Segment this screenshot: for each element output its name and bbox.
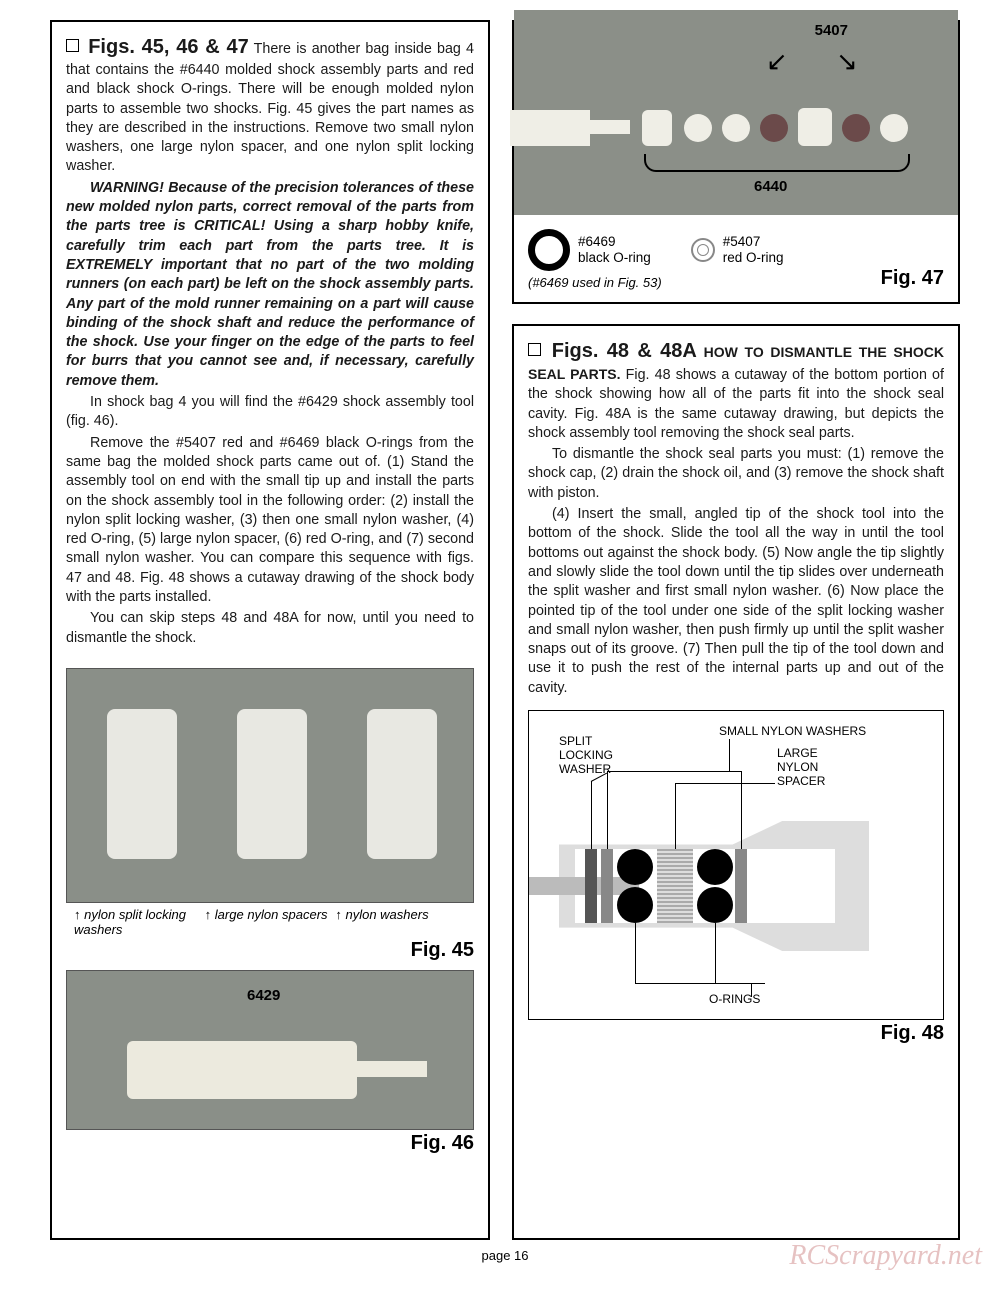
black-oring-txt: black O-ring bbox=[578, 250, 651, 266]
fig45-cap2: large nylon spacers bbox=[205, 907, 336, 937]
fig47-note: (#6469 used in Fig. 53) bbox=[528, 275, 881, 290]
fig45-cap1: nylon split locking washers bbox=[74, 907, 205, 937]
fig47-legend: #6469 black O-ring #5407 red O-ring bbox=[528, 229, 881, 271]
left-warning: WARNING! Because of the precision tolera… bbox=[66, 179, 474, 391]
right-heading: Figs. 48 & 48A bbox=[552, 340, 697, 362]
right-p3: (4) Insert the small, angled tip of the … bbox=[528, 505, 944, 698]
left-p4: You can skip steps 48 and 48A for now, u… bbox=[66, 609, 474, 648]
left-text-block: Figs. 45, 46 & 47 There is another bag i… bbox=[66, 34, 474, 650]
fig45-label: Fig. 45 bbox=[66, 939, 474, 962]
black-oring-icon bbox=[528, 229, 570, 271]
left-heading: Figs. 45, 46 & 47 bbox=[88, 36, 249, 58]
left-p3: Remove the #5407 red and #6469 black O-r… bbox=[66, 434, 474, 608]
fig47-photo: 5407 ↙ ↘ 6440 bbox=[514, 10, 958, 215]
checkbox-icon bbox=[528, 343, 541, 356]
fig45-captions: nylon split locking washers large nylon … bbox=[66, 907, 474, 937]
checkbox-icon bbox=[66, 39, 79, 52]
d48-large-label: LARGE NYLON SPACER bbox=[777, 747, 847, 788]
black-oring-num: #6469 bbox=[578, 234, 651, 250]
left-p2: In shock bag 4 you will find the #6429 s… bbox=[66, 393, 474, 432]
d48-orings-label: O-RINGS bbox=[709, 993, 760, 1007]
watermark: RCScrapyard.net bbox=[789, 1240, 982, 1272]
fig45-photo bbox=[66, 668, 474, 903]
fig47-label: Fig. 47 bbox=[881, 267, 944, 290]
red-oring-icon bbox=[691, 238, 715, 262]
fig48-label: Fig. 48 bbox=[528, 1022, 944, 1045]
d48-small-label: SMALL NYLON WASHERS bbox=[719, 725, 866, 739]
red-oring-num: #5407 bbox=[723, 234, 784, 250]
right-column: 5407 ↙ ↘ 6440 bbox=[512, 20, 960, 1240]
left-column: Figs. 45, 46 & 47 There is another bag i… bbox=[50, 20, 490, 1240]
fig47-box: 5407 ↙ ↘ 6440 bbox=[512, 20, 960, 304]
fig46-partnum: 6429 bbox=[247, 987, 280, 1004]
right-text-block: Figs. 48 & 48A HOW TO DISMANTLE THE SHOC… bbox=[528, 338, 944, 700]
fig46-photo: 6429 bbox=[66, 970, 474, 1130]
left-p1: There is another bag inside bag 4 that c… bbox=[66, 41, 474, 174]
fig48-diagram: SPLIT LOCKING WASHER SMALL NYLON WASHERS… bbox=[528, 710, 944, 1020]
fig48-box: Figs. 48 & 48A HOW TO DISMANTLE THE SHOC… bbox=[512, 324, 960, 1240]
fig47-callout-top: 5407 bbox=[815, 22, 848, 39]
fig45-cap3: nylon washers bbox=[335, 907, 466, 937]
fig47-callout-brace: 6440 bbox=[754, 178, 787, 195]
red-oring-txt: red O-ring bbox=[723, 250, 784, 266]
fig46-label: Fig. 46 bbox=[66, 1132, 474, 1155]
right-p2: To dismantle the shock seal parts you mu… bbox=[528, 445, 944, 503]
